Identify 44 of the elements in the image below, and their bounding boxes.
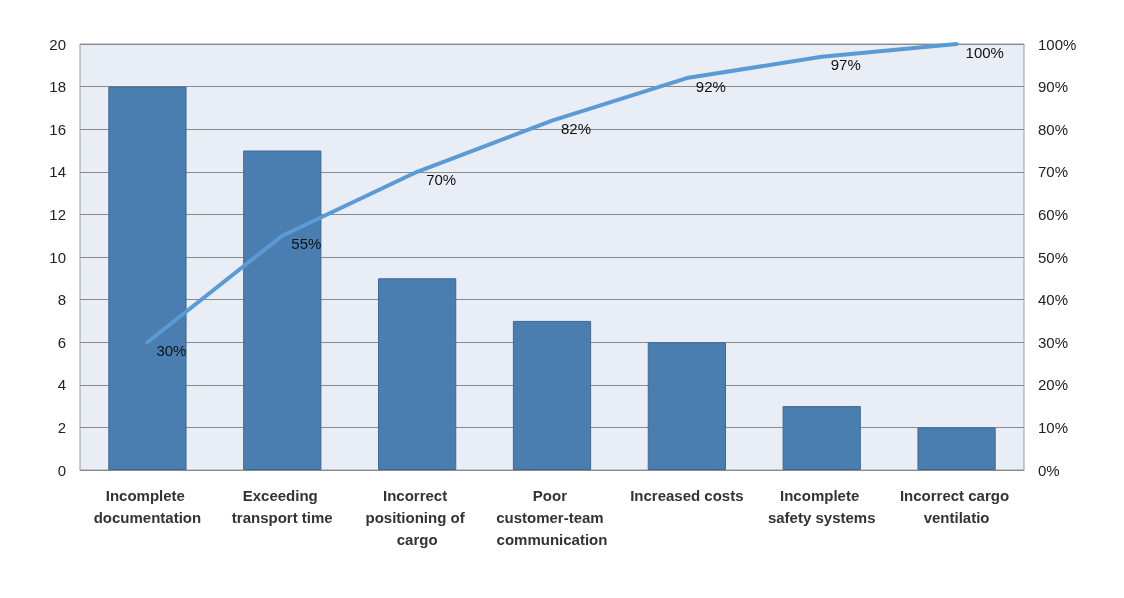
y2-tick-label: 80% [1038,120,1069,138]
y-tick-label: 10 [49,248,66,266]
y-tick-label: 20 [49,35,66,53]
line-series [145,42,959,345]
bar [108,86,187,470]
x-tick-label: Incomplete documentation [93,486,202,526]
y2-tick-label: 40% [1038,291,1069,309]
y-tick-label: 16 [49,120,66,138]
y2-tick-label: 0% [1038,461,1060,479]
y2-tick-label: 50% [1038,248,1069,266]
x-tick-label: Exceeding transport time [231,486,333,526]
data-label: 30% [156,341,187,359]
data-label: 97% [830,56,861,74]
y-tick-label: 4 [57,376,66,394]
y-tick-label: 2 [57,418,66,436]
y-tick-label: 18 [49,78,66,96]
data-label: 100% [965,43,1004,61]
y2-tick-label: 30% [1038,333,1069,351]
y2-tick-label: 70% [1038,163,1069,181]
bar [647,342,726,470]
y-tick-label: 0 [57,461,66,479]
bar [917,427,996,470]
bar [243,150,322,470]
x-tick-label: Incomplete safety systems [767,486,876,526]
bar [378,278,457,470]
y2-tick-label: 100% [1038,35,1077,53]
x-tick-label: Incorrect positioning of cargo [365,486,469,548]
y2-tick-label: 60% [1038,205,1069,223]
y-tick-label: 8 [57,291,66,309]
data-label: 55% [291,235,322,253]
y-tick-label: 6 [57,333,66,351]
data-label: 82% [561,120,592,138]
y-tick-label: 12 [49,205,66,223]
bar [782,406,861,470]
bar [512,320,592,470]
y2-tick-label: 20% [1038,376,1069,394]
data-label: 92% [695,77,726,95]
y-tick-label: 14 [49,163,66,181]
x-tick-label: Poor customer-team communication [496,486,608,548]
x-tick-label: Incorrect cargo ventilatio [899,486,1014,526]
data-label: 70% [426,171,457,189]
y2-tick-label: 90% [1038,78,1069,96]
y2-tick-label: 10% [1038,418,1069,436]
x-tick-label: Increased costs [630,486,744,504]
